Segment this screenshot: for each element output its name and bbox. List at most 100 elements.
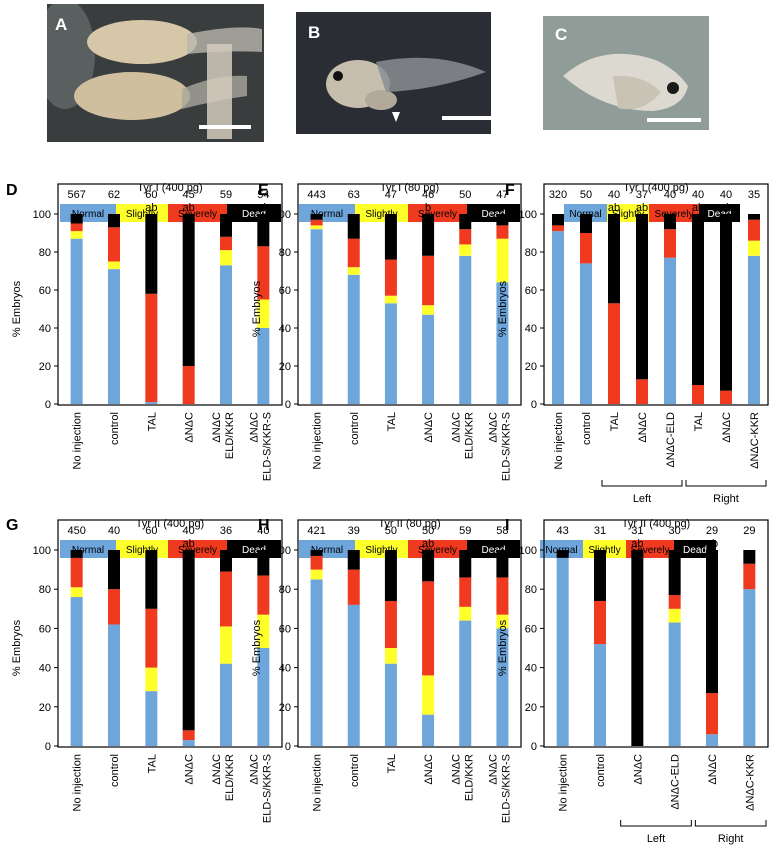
chart-panel-d: D Tyr I (400 pg) Normal Slightly Severely Dea… [6, 182, 283, 481]
y-tick-label: 0 [285, 741, 291, 753]
bar-segment-normal [594, 644, 606, 746]
bar-segment-severely [108, 227, 120, 262]
bar-segment-slightly [310, 569, 323, 580]
legend-label-severely: Severely [418, 209, 457, 220]
tadpole-body [87, 20, 197, 64]
plot-frame [297, 183, 522, 406]
bar-segment-dead [384, 550, 397, 601]
sample-size-label: 47 [496, 189, 508, 201]
photo-a-label: A [55, 15, 67, 34]
bar-segment-slightly [220, 626, 232, 664]
bar-segment-slightly [496, 238, 509, 283]
legend-label-slightly: Slightly [126, 545, 158, 556]
sample-size-label: 40 [108, 525, 120, 537]
y-tick-label: 100 [519, 209, 537, 221]
bar-segment-slightly [257, 614, 270, 648]
bar-segment-severely [257, 246, 270, 300]
photo-a: A [47, 4, 264, 142]
bar-segment-normal [580, 263, 592, 404]
bar-segment-severely [220, 236, 232, 251]
bar-segment-normal [70, 238, 83, 404]
legend-label-dead: Dead [708, 209, 732, 220]
panel-letter: I [505, 517, 509, 534]
legend-label-severely: Severely [418, 545, 457, 556]
category-label: control [109, 754, 121, 787]
panel-letter: H [258, 517, 270, 534]
sample-size-label: 46 [422, 189, 434, 201]
y-tick-label: 20 [525, 361, 537, 373]
bar-segment-dead [145, 550, 158, 609]
bar-segment-dead [743, 550, 756, 564]
y-axis-label: % Embryos [251, 280, 263, 337]
bar-segment-normal [552, 231, 564, 404]
y-tick-label: 60 [279, 285, 291, 297]
sample-size-label: 40 [692, 189, 704, 201]
bar-segment-severely [459, 229, 472, 245]
y-tick-label: 40 [279, 323, 291, 335]
panel-letter: D [6, 182, 18, 199]
legend-label-severely: Severely [178, 545, 217, 556]
legend-label-dead: Dead [482, 545, 506, 556]
legend-swatch-dead [674, 540, 716, 558]
sample-size-label: 62 [108, 189, 120, 201]
bar-segment-slightly [748, 240, 760, 256]
category-label: ELD-S/KKR-S [261, 754, 273, 823]
y-tick-label: 40 [39, 663, 51, 675]
category-label: ΔNΔC [632, 754, 644, 785]
significance-label: ab [608, 202, 620, 214]
bar-segment-severely [182, 366, 195, 404]
bar-segment-normal [664, 257, 676, 404]
category-label: ΔNΔC [184, 412, 196, 443]
significance-label: ab [183, 538, 195, 550]
y-axis-label: % Embryos [11, 280, 23, 337]
bar-segment-normal [422, 714, 435, 746]
significance-label: ab [183, 202, 195, 214]
category-label: ΔNΔC-ELD [665, 412, 677, 468]
background-blob [47, 4, 95, 109]
bar-segment-severely [257, 575, 270, 615]
bar-segment-dead [108, 550, 120, 590]
y-tick-label: 80 [525, 584, 537, 596]
y-axis-label: % Embryos [11, 619, 23, 676]
legend-swatch-severely [649, 204, 699, 222]
bar-segment-normal [384, 303, 397, 404]
significance-label: ab [706, 538, 718, 550]
bar-segment-dead [145, 214, 158, 294]
sample-size-label: 421 [307, 525, 325, 537]
category-label: ΔNΔC [450, 754, 462, 785]
sample-size-label: 29 [706, 525, 718, 537]
legend-label-dead: Dead [683, 545, 707, 556]
bar-segment-normal [145, 691, 158, 746]
y-tick-label: 0 [531, 399, 537, 411]
category-label: ELD-S/KKR-S [261, 412, 273, 481]
y-tick-label: 40 [525, 323, 537, 335]
bar-segment-normal [257, 648, 270, 746]
bar-segment-severely [422, 581, 435, 676]
category-label: ELD/KKR [463, 754, 475, 801]
photo-b-label: B [308, 23, 320, 42]
y-axis-label: % Embryos [251, 619, 263, 676]
y-tick-label: 80 [279, 584, 291, 596]
bar-segment-dead [668, 550, 681, 596]
bar-segment-normal [496, 282, 509, 404]
bar-segment-severely [743, 563, 756, 590]
category-label: control [349, 754, 361, 787]
y-tick-label: 60 [525, 285, 537, 297]
category-label: No injection [553, 412, 565, 469]
scale-bar [647, 118, 701, 122]
y-tick-label: 0 [45, 741, 51, 753]
y-tick-label: 0 [285, 399, 291, 411]
bar-segment-slightly [145, 667, 158, 692]
chart-title: Tyr I (400 pg) [137, 182, 202, 194]
bar-segment-slightly [70, 231, 83, 239]
category-label: ELD-S/KKR-S [500, 412, 512, 481]
category-label: ΔNΔC [248, 412, 260, 443]
bar-segment-severely [664, 229, 676, 258]
chart-title: Tyr II (400 pg) [136, 518, 204, 530]
panel-letter: F [505, 182, 515, 199]
sample-size-label: 50 [385, 525, 397, 537]
photo-c-label: C [555, 25, 567, 44]
